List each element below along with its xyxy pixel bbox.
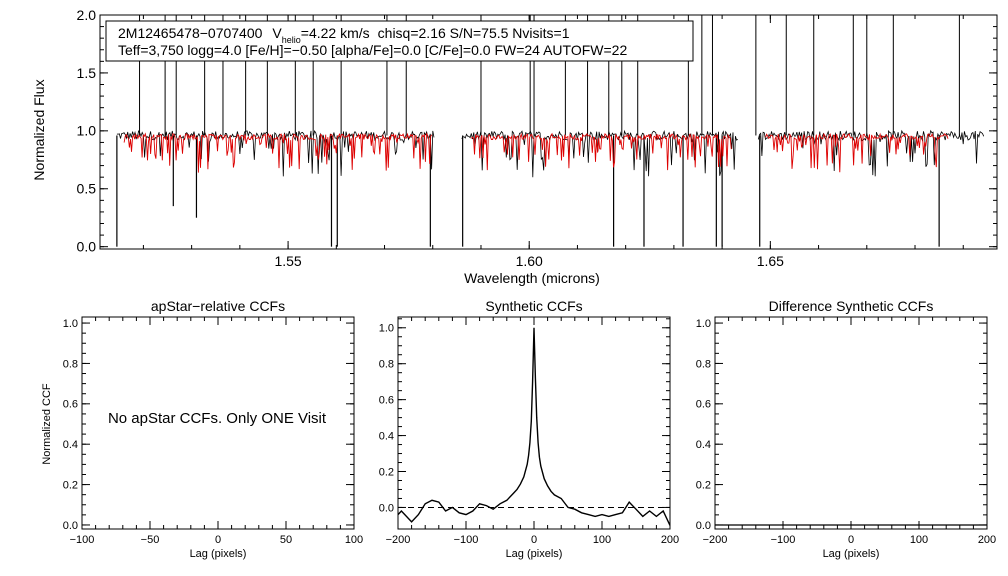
synthetic-ccf-y-tick-label: 0.4 bbox=[379, 430, 394, 442]
spectrum-axes: 1.55 1.60 1.65 0.0 0.5 1.0 1.5 2.0 bbox=[77, 7, 998, 269]
difference-ccf-y-tick-label: 1.0 bbox=[696, 318, 711, 330]
spectrum-y-tick-label: 2.0 bbox=[77, 7, 97, 23]
synthetic-ccf-y-tick-label: 0.0 bbox=[379, 502, 394, 514]
difference-ccf-x-tick-label: 200 bbox=[978, 534, 996, 546]
spectrum-y-axis-label: Normalized Flux bbox=[31, 79, 47, 180]
synthetic-ccf-x-tick-label: 200 bbox=[661, 534, 679, 546]
apstar-ccf-x-tick-label: −100 bbox=[70, 534, 95, 546]
apstar-ccf-x-tick-label: −50 bbox=[141, 534, 160, 546]
synthetic-ccf-axes: −200 −100 0 100 200 0.0 0.2 0.4 0.6 0.8 1.0 bbox=[379, 316, 679, 546]
spectrum-x-tick-label: 1.65 bbox=[757, 253, 784, 269]
v-helio-label: V bbox=[272, 25, 282, 41]
info-line-1: 2M12465478−0707400 Vhelio=4.22 km/s chisq=… bbox=[118, 25, 570, 45]
no-ccf-message: No apStar CCFs. Only ONE Visit bbox=[108, 410, 327, 427]
difference-ccf-y-tick-label: 0.0 bbox=[696, 520, 711, 532]
v-helio-subscript: helio bbox=[282, 35, 301, 45]
difference-ccf-frame bbox=[714, 316, 988, 530]
model-spectrum-segment bbox=[765, 132, 949, 173]
apstar-ccf-x-tick-label: 50 bbox=[280, 534, 292, 546]
observed-spectrum-segment bbox=[461, 129, 739, 178]
synthetic-ccf-y-tick-label: 1.0 bbox=[379, 323, 394, 335]
synthetic-ccf-x-tick-label: 100 bbox=[593, 534, 611, 546]
apstar-ccf-y-tick-label: 0.4 bbox=[63, 439, 78, 451]
synthetic-ccf-x-axis-label: Lag (pixels) bbox=[506, 548, 563, 560]
synthetic-ccf-panel: Synthetic CCFs −200 −100 0 100 200 0.0 0.2 0.4 0… bbox=[379, 298, 679, 560]
apstar-ccf-y-tick-label: 0.0 bbox=[63, 520, 78, 532]
apstar-ccf-axes: −100 −50 0 50 100 0.0 0.2 0.4 0.6 0.8 1.0 bbox=[63, 316, 363, 546]
synthetic-ccf-y-tick-label: 0.8 bbox=[379, 359, 394, 371]
difference-ccf-x-tick-label: −200 bbox=[703, 534, 728, 546]
spectrum-frame bbox=[99, 14, 998, 250]
apstar-ccf-x-tick-label: 100 bbox=[345, 534, 363, 546]
spectrum-x-tick-label: 1.55 bbox=[274, 253, 301, 269]
spectrum-y-tick-label: 1.0 bbox=[77, 123, 97, 139]
spectrum-y-tick-label: 0.0 bbox=[77, 239, 97, 255]
info-box: 2M12465478−0707400 Vhelio=4.22 km/s chisq=… bbox=[105, 20, 694, 62]
spectrum-y-tick-label: 0.5 bbox=[77, 181, 97, 197]
difference-ccf-x-tick-label: 0 bbox=[848, 534, 854, 546]
apstar-ccf-y-tick-label: 0.6 bbox=[63, 399, 78, 411]
difference-ccf-title: Difference Synthetic CCFs bbox=[769, 298, 934, 314]
difference-ccf-y-tick-label: 0.6 bbox=[696, 399, 711, 411]
v-helio-value: =4.22 km/s bbox=[301, 25, 370, 41]
apstar-ccf-x-tick-label: 0 bbox=[215, 534, 221, 546]
apstar-ccf-y-tick-label: 0.2 bbox=[63, 479, 78, 491]
info-line-2: Teff=3,750 logg=4.0 [Fe/H]=−0.50 [alpha/… bbox=[118, 42, 627, 58]
difference-ccf-y-tick-label: 0.4 bbox=[696, 439, 711, 451]
apstar-ccf-y-tick-label: 0.8 bbox=[63, 358, 78, 370]
apstar-ccf-y-tick-label: 1.0 bbox=[63, 318, 78, 330]
apstar-ccf-panel: apStar−relative CCFs −100 −50 0 50 100 0.0 0.2… bbox=[41, 298, 363, 560]
star-id: 2M12465478−0707400 bbox=[118, 25, 263, 41]
model-spectrum-segment bbox=[123, 132, 433, 173]
synthetic-ccf-y-tick-label: 0.2 bbox=[379, 466, 394, 478]
synthetic-ccf-lines bbox=[397, 327, 671, 526]
difference-ccf-x-tick-label: −100 bbox=[771, 534, 796, 546]
synthetic-ccf-title: Synthetic CCFs bbox=[485, 298, 582, 314]
info-box-frame bbox=[105, 20, 694, 62]
difference-ccf-y-tick-label: 0.8 bbox=[696, 358, 711, 370]
synthetic-ccf-x-tick-label: 0 bbox=[531, 534, 537, 546]
spectrum-x-axis-label: Wavelength (microns) bbox=[464, 270, 600, 286]
apstar-ccf-title: apStar−relative CCFs bbox=[151, 298, 285, 314]
spectrum-x-tick-label: 1.60 bbox=[516, 253, 543, 269]
synthetic-ccf-x-tick-label: −100 bbox=[454, 534, 479, 546]
difference-ccf-y-tick-label: 0.2 bbox=[696, 479, 711, 491]
difference-ccf-panel: Difference Synthetic CCFs −200 −100 0 100 20… bbox=[696, 298, 996, 560]
synthetic-ccf-y-tick-label: 0.6 bbox=[379, 394, 394, 406]
difference-ccf-x-tick-label: 100 bbox=[910, 534, 928, 546]
synthetic-ccf-curve bbox=[397, 327, 671, 526]
apstar-ccf-y-axis-label: Normalized CCF bbox=[41, 383, 53, 465]
spectrum-y-tick-label: 1.5 bbox=[77, 65, 97, 81]
observed-spectrum-segment bbox=[116, 129, 435, 177]
apstar-ccf-x-axis-label: Lag (pixels) bbox=[190, 548, 247, 560]
fit-stats: chisq=2.16 S/N=75.5 Nvisits=1 bbox=[378, 25, 570, 41]
difference-ccf-x-axis-label: Lag (pixels) bbox=[823, 548, 880, 560]
synthetic-ccf-x-tick-label: −200 bbox=[386, 534, 411, 546]
difference-ccf-axes: −200 −100 0 100 200 0.0 0.2 0.4 0.6 0.8 1.0 bbox=[696, 316, 996, 546]
model-spectrum-segment bbox=[470, 132, 732, 171]
